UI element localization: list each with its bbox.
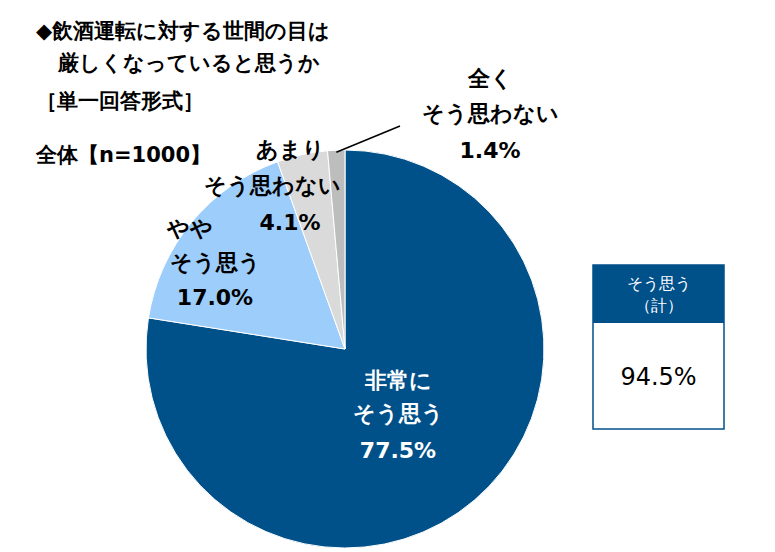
data-labels: 非常にそう思う77.5%ややそう思う17.0%あまりそう思わない4.1%全くそう…	[166, 66, 559, 463]
summary-label: そう思う （計）	[627, 274, 691, 315]
category-label-line: 全く	[467, 66, 513, 91]
category-label: 非常にそう思う	[353, 368, 444, 426]
value-label: 17.0%	[177, 285, 253, 310]
value-label: 4.1%	[259, 210, 320, 235]
category-label-line: そう思う	[170, 250, 261, 275]
value-label: 77.5%	[360, 438, 436, 463]
leader-line	[336, 126, 400, 152]
title-line: 厳しくなっていると思うか	[57, 51, 320, 75]
category-label-line: そう思わない	[204, 173, 341, 198]
summary-label-line: （計）	[635, 296, 683, 315]
summary-value: 94.5%	[620, 363, 696, 391]
category-label-line: やや	[166, 216, 213, 241]
title: ◆飲酒運転に対する世間の目は厳しくなっていると思うか	[36, 19, 330, 75]
title-line: ◆飲酒運転に対する世間の目は	[36, 19, 330, 43]
summary-label-line: そう思う	[627, 274, 691, 293]
summary-frame	[593, 265, 724, 429]
pie	[146, 150, 544, 548]
category-label: あまりそう思わない	[204, 137, 341, 198]
subtitle: ［単一回答形式］	[36, 89, 204, 113]
category-label-line: あまり	[256, 137, 325, 162]
summary-header	[593, 265, 724, 323]
category-label-line: そう思う	[353, 401, 444, 426]
category-label: 全くそう思わない	[422, 66, 559, 126]
pie-slice	[146, 150, 544, 548]
category-label: ややそう思う	[166, 216, 261, 275]
category-label-line: 非常に	[364, 368, 432, 393]
category-label-line: そう思わない	[422, 101, 559, 126]
summary-box: そう思う （計） 94.5%	[593, 265, 724, 429]
annotation: 全体【n=1000】	[35, 143, 211, 167]
value-label: 1.4%	[459, 138, 520, 163]
